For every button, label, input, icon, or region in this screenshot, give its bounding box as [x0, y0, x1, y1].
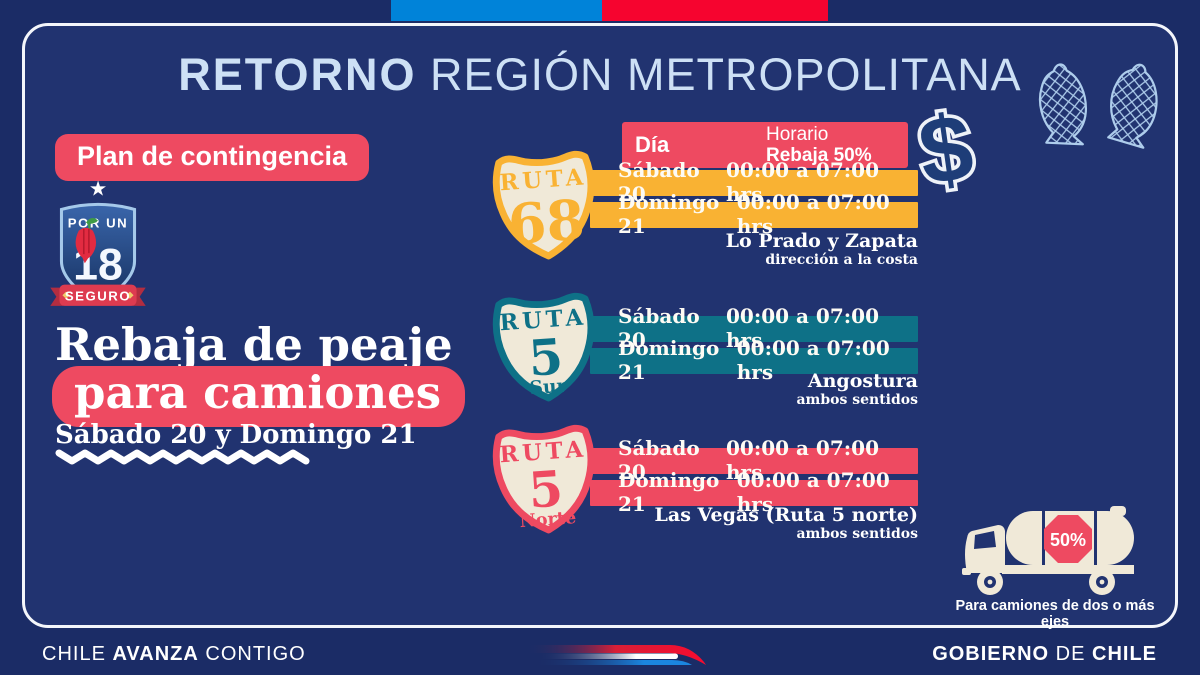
schedule-header-day: Día: [635, 132, 670, 157]
headline-line1: Rebaja de peaje: [55, 318, 453, 371]
row-time: 00:00 a 07:00 hrs: [736, 336, 890, 384]
route-5-sur-shield-word: RUTA: [499, 304, 588, 336]
note-title: Angostura: [807, 370, 918, 392]
row-day: Domingo 21: [618, 336, 720, 384]
dollar-sign-icon: $: [909, 94, 982, 205]
schedule-header: Día Horario Rebaja 50%: [622, 122, 908, 168]
row-day: Domingo 21: [618, 468, 720, 516]
table-row: Domingo 21 00:00 a 07:00 hrs: [590, 336, 918, 384]
route-5-sur-rows: Sábado 20 00:00 a 07:00 hrs Domingo 21 0…: [590, 304, 918, 384]
route-68-rows: Sábado 20 00:00 a 07:00 hrs Domingo 21 0…: [590, 158, 918, 238]
dates-label: Sábado 20 y Domingo 21: [55, 420, 417, 450]
row-time: 00:00 a 07:00 hrs: [726, 304, 879, 352]
table-row: Domingo 21 00:00 a 07:00 hrs: [590, 190, 918, 238]
page-title: RETORNO REGIÓN METROPOLITANA: [0, 49, 1200, 101]
route-68-shield-number: 68: [506, 187, 587, 257]
page-title-bold: RETORNO: [178, 49, 417, 100]
flag-stripe-red: [602, 0, 828, 21]
footer-government-mid: DE: [1049, 643, 1092, 665]
logo-shield-shape: [59, 202, 137, 306]
footer-government-bold2: CHILE: [1092, 643, 1157, 665]
route-5-sur-shield-suffix: Sur: [529, 375, 569, 400]
route-68-shield: RUTA 68: [492, 150, 595, 260]
note-title: Lo Prado y Zapata: [725, 230, 918, 252]
row-time: 00:00 a 07:00 hrs: [726, 436, 879, 484]
table-row: Sábado 20 00:00 a 07:00 hrs: [590, 158, 918, 206]
discount-badge-label: 50%: [1050, 530, 1086, 550]
logo-ribbon-label: SEGURO: [65, 288, 131, 303]
route-5-norte-shield-suffix: Norte: [519, 507, 577, 532]
note-subtitle: ambos sentidos: [796, 525, 918, 542]
row-day: Domingo 21: [618, 190, 720, 238]
seguro-ribbon: SEGURO: [50, 284, 146, 306]
note-subtitle: dirección a la costa: [765, 251, 918, 268]
zigzag-underline: [55, 449, 310, 465]
por-un-18-seguro-logo: ★ POR UN 18 SEGURO: [50, 178, 146, 306]
route-68-note: Lo Prado y Zapata dirección a la costa: [590, 231, 918, 269]
row-time: 00:00 a 07:00 hrs: [726, 158, 879, 206]
star-icon: ★: [89, 178, 107, 200]
table-row: Sábado 20 00:00 a 07:00 hrs: [590, 436, 918, 484]
row-time: 00:00 a 07:00 hrs: [736, 190, 890, 238]
route-5-norte-shield-word: RUTA: [499, 436, 588, 468]
schedule-header-time-line1: Horario: [766, 123, 829, 145]
logo-line1: POR UN: [68, 216, 128, 231]
route-5-norte-note: Las Vegas (Ruta 5 norte) ambos sentidos: [590, 505, 918, 543]
row-time: 00:00 a 07:00 hrs: [736, 468, 890, 516]
footer-government-bold1: GOBIERNO: [932, 643, 1050, 665]
contingency-plan-badge: Plan de contingencia: [55, 134, 370, 181]
flag-stripe-blue: [391, 0, 602, 21]
row-day: Sábado 20: [618, 158, 700, 206]
footer-slogan-post: CONTIGO: [198, 643, 306, 665]
table-row: Sábado 20 00:00 a 07:00 hrs: [590, 304, 918, 352]
schedule-header-time-line2: Rebaja 50%: [766, 145, 872, 166]
kites-doodle-icon: [1038, 63, 1158, 149]
route-5-norte-rows: Sábado 20 00:00 a 07:00 hrs Domingo 21 0…: [590, 436, 918, 516]
footer-slogan: CHILE AVANZA CONTIGO: [42, 643, 306, 666]
note-subtitle: ambos sentidos: [796, 391, 918, 408]
route-68-shield-word: RUTA: [499, 164, 588, 196]
footer-government: GOBIERNO DE CHILE: [932, 643, 1157, 666]
government-swoosh-icon: [526, 645, 706, 665]
route-5-norte-shield-number: 5: [527, 459, 565, 519]
footer-slogan-bold: AVANZA: [112, 643, 199, 665]
schedule-header-time: Horario Rebaja 50%: [766, 124, 872, 167]
page-title-rest: REGIÓN METROPOLITANA: [416, 49, 1022, 100]
route-5-sur-shield: RUTA 5 Sur: [492, 292, 595, 402]
svg-text:$: $: [913, 94, 979, 204]
route-5-norte-shield: RUTA 5 Norte: [492, 424, 595, 534]
route-5-sur-note: Angostura ambos sentidos: [590, 371, 918, 409]
copihue-flower-icon: [75, 218, 98, 264]
discount-badge: 50%: [1044, 515, 1092, 563]
truck-icon: 50%: [962, 506, 1134, 595]
footer-slogan-pre: CHILE: [42, 643, 113, 665]
table-row: Domingo 21 00:00 a 07:00 hrs: [590, 468, 918, 516]
truck-caption: Para camiones de dos o más ejes: [955, 598, 1155, 630]
row-day: Sábado 20: [618, 436, 700, 484]
route-5-sur-shield-number: 5: [527, 327, 565, 387]
row-day: Sábado 20: [618, 304, 700, 352]
note-title: Las Vegas (Ruta 5 norte): [654, 504, 918, 526]
headline-line2: para camiones: [52, 366, 466, 427]
